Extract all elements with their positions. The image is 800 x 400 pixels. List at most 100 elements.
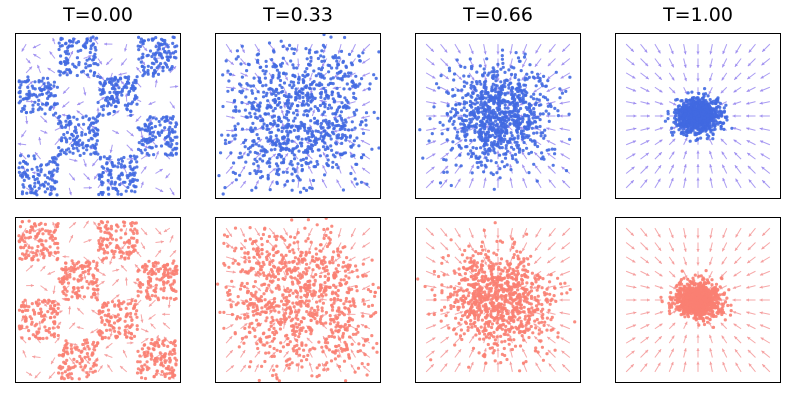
data-point xyxy=(293,116,297,120)
data-point xyxy=(157,51,161,55)
data-point xyxy=(256,58,260,62)
data-point xyxy=(719,124,723,128)
data-point xyxy=(250,188,254,192)
data-point xyxy=(86,355,90,359)
quiver-arrow-head xyxy=(77,307,81,312)
data-point xyxy=(253,169,257,173)
quiver-arrow-head xyxy=(632,140,637,144)
data-point xyxy=(32,154,36,158)
data-point xyxy=(513,75,517,80)
data-point xyxy=(676,123,680,127)
data-point xyxy=(220,133,224,137)
data-point xyxy=(45,86,50,90)
data-point xyxy=(240,155,244,159)
data-point xyxy=(58,73,62,77)
quiver-arrow-head xyxy=(659,101,664,105)
quiver-arrow-head xyxy=(83,276,87,280)
data-point xyxy=(273,106,277,111)
data-point xyxy=(252,76,256,80)
data-point xyxy=(39,183,43,187)
data-point xyxy=(238,151,242,155)
data-point xyxy=(108,170,112,175)
data-point xyxy=(516,94,520,98)
quiver-arrow-head xyxy=(748,49,752,53)
data-point xyxy=(687,113,691,117)
quiver-arrow-head xyxy=(21,48,25,52)
quiver-arrow-head xyxy=(49,51,53,55)
data-point xyxy=(323,141,327,145)
data-point xyxy=(151,134,155,138)
panel-row1-col2 xyxy=(215,33,381,199)
data-point xyxy=(450,107,455,111)
data-point xyxy=(472,113,476,118)
data-point xyxy=(343,72,347,76)
quiver-arrow-head xyxy=(319,87,323,91)
data-point xyxy=(52,160,56,164)
data-point xyxy=(137,57,141,61)
data-point xyxy=(538,118,542,122)
data-point xyxy=(168,51,172,55)
data-point xyxy=(25,162,29,166)
data-point xyxy=(510,134,514,138)
data-point xyxy=(315,159,319,164)
data-point xyxy=(27,176,31,180)
data-point xyxy=(67,147,71,151)
data-point xyxy=(504,146,508,150)
data-point xyxy=(325,154,329,158)
data-point xyxy=(112,110,116,114)
quiver-arrow-head xyxy=(74,158,78,162)
quiver-arrow-head xyxy=(322,165,326,169)
scatter-points xyxy=(17,219,179,381)
data-point xyxy=(285,109,289,114)
data-point xyxy=(500,57,504,61)
data-point xyxy=(46,182,50,186)
data-point xyxy=(527,171,531,175)
quiver-arrow-head xyxy=(130,133,134,137)
data-point xyxy=(281,141,285,146)
data-point xyxy=(302,113,306,117)
data-point xyxy=(146,71,150,75)
data-point xyxy=(322,86,326,90)
data-point xyxy=(298,94,302,98)
data-point xyxy=(39,164,43,168)
data-point xyxy=(332,132,336,136)
data-point xyxy=(514,158,518,162)
data-point xyxy=(308,48,312,52)
data-point xyxy=(527,102,531,106)
data-point xyxy=(21,171,25,175)
data-point xyxy=(499,128,503,132)
data-point xyxy=(276,91,281,95)
data-point xyxy=(64,41,68,45)
data-point xyxy=(135,160,139,164)
data-point xyxy=(673,108,677,112)
data-point xyxy=(722,110,726,114)
quiver-arrow-head xyxy=(630,48,634,52)
data-point xyxy=(272,62,276,66)
quiver-arrow-head xyxy=(722,63,726,68)
quiver-arrow-head xyxy=(562,180,566,184)
data-point xyxy=(93,55,97,59)
data-point xyxy=(721,122,725,126)
quiver-arrow-head xyxy=(140,135,144,139)
data-point xyxy=(304,188,309,192)
data-point xyxy=(253,150,257,155)
data-point xyxy=(233,127,237,131)
data-point xyxy=(290,188,294,192)
data-point xyxy=(312,69,316,73)
data-point xyxy=(219,151,223,155)
data-point xyxy=(339,152,343,157)
data-point xyxy=(42,82,46,86)
panel-plot xyxy=(15,217,181,383)
quiver-arrow-head xyxy=(732,114,736,118)
data-point xyxy=(301,95,305,99)
data-point xyxy=(264,69,268,73)
data-point xyxy=(42,183,46,187)
data-point xyxy=(344,138,348,142)
data-point xyxy=(539,134,543,138)
data-point xyxy=(71,62,75,66)
data-point xyxy=(134,312,138,316)
data-point xyxy=(91,58,95,62)
data-point xyxy=(293,47,297,51)
data-point xyxy=(88,63,92,68)
data-point xyxy=(229,151,233,155)
